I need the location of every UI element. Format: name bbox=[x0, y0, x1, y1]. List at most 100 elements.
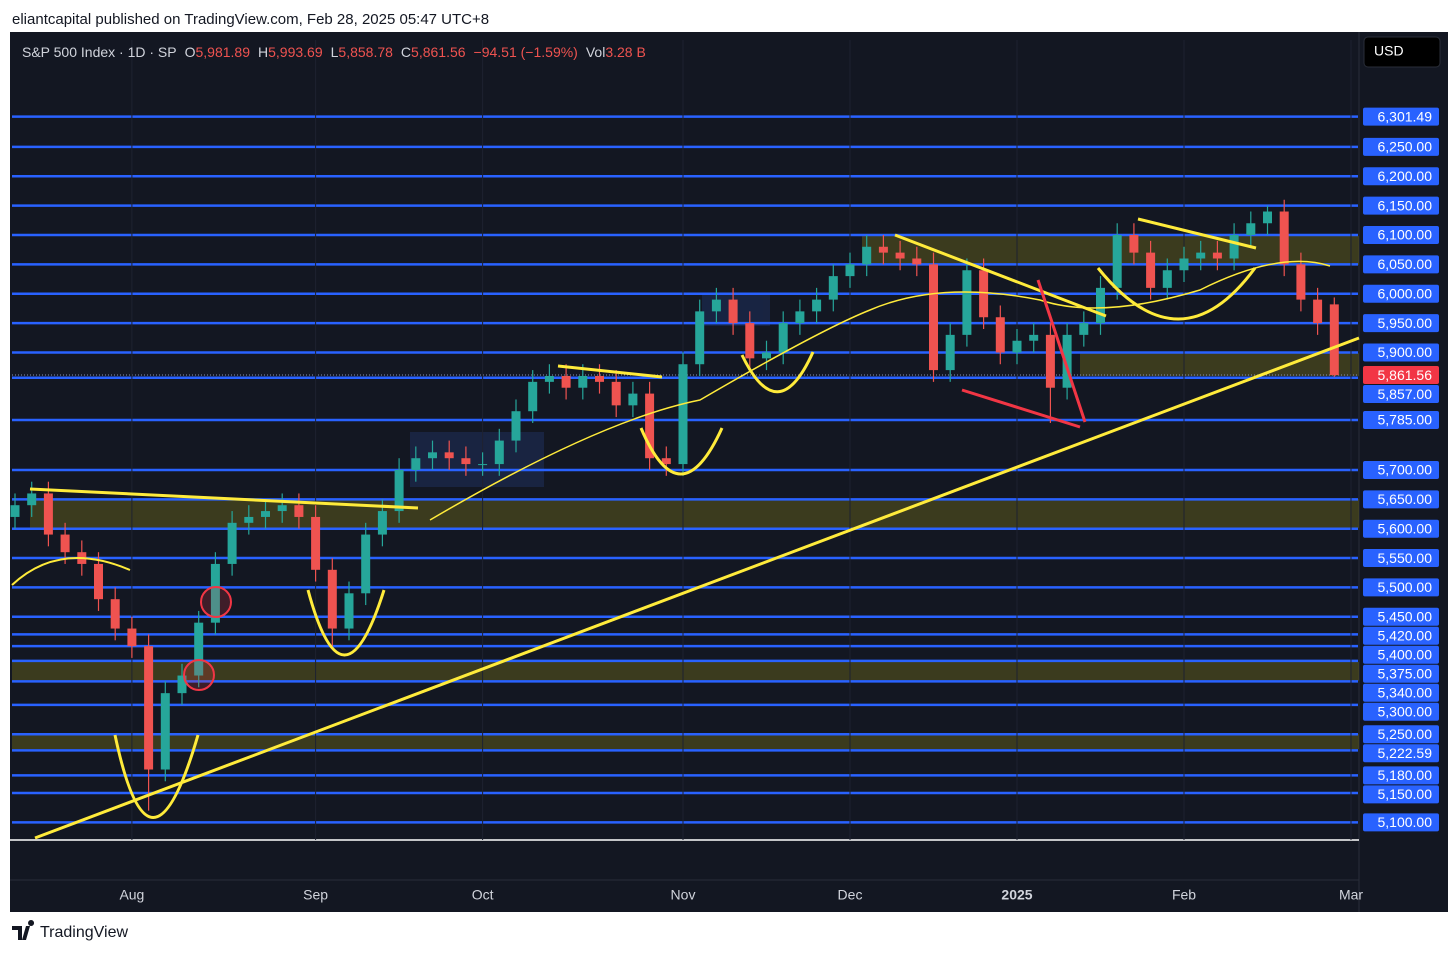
price-label: 5,150.00 bbox=[1378, 786, 1433, 802]
price-label: 6,200.00 bbox=[1378, 168, 1433, 184]
price-label-box bbox=[1363, 343, 1439, 362]
price-label-box bbox=[1363, 366, 1439, 385]
arc bbox=[113, 734, 200, 819]
price-label: 5,420.00 bbox=[1378, 628, 1433, 644]
candle-body bbox=[478, 464, 488, 466]
zone bbox=[12, 734, 1359, 749]
candle-body bbox=[127, 628, 137, 647]
candle-body bbox=[895, 252, 905, 259]
candle-body bbox=[227, 522, 237, 564]
price-label-box bbox=[1363, 255, 1439, 274]
candle-body bbox=[795, 311, 805, 324]
price-label-box bbox=[1363, 314, 1439, 333]
candle-body bbox=[1045, 334, 1055, 388]
candle-body bbox=[728, 299, 738, 324]
price-label-box bbox=[1363, 196, 1439, 215]
candle-body bbox=[60, 534, 70, 553]
moving-average bbox=[11, 557, 131, 586]
brand-name: TradingView bbox=[40, 924, 128, 941]
candle-body bbox=[1162, 270, 1172, 288]
price-label-box bbox=[1363, 411, 1439, 430]
arc bbox=[740, 351, 815, 394]
x-tick-label: Aug bbox=[119, 887, 144, 903]
candle-body bbox=[979, 270, 989, 318]
price-label: 5,550.00 bbox=[1378, 550, 1433, 566]
marker-circle bbox=[200, 586, 232, 618]
price-label-box bbox=[1363, 725, 1439, 744]
candle-body bbox=[1296, 264, 1306, 300]
x-tick-label: Sep bbox=[303, 887, 328, 903]
price-label: 5,375.00 bbox=[1378, 666, 1433, 682]
candle-body bbox=[912, 258, 922, 265]
price-label-box bbox=[1363, 549, 1439, 568]
candle-body bbox=[962, 270, 972, 335]
price-label-box bbox=[1363, 813, 1439, 832]
price-label-box bbox=[1363, 607, 1439, 626]
candle-body bbox=[628, 393, 638, 406]
price-label-box bbox=[1363, 107, 1439, 126]
candle-body bbox=[210, 563, 220, 623]
price-label: 5,222.59 bbox=[1378, 745, 1433, 761]
levels bbox=[12, 40, 1358, 840]
moving-average bbox=[429, 260, 1331, 521]
candle-body bbox=[544, 375, 554, 382]
price-label: 5,400.00 bbox=[1378, 647, 1433, 663]
price-label: 5,700.00 bbox=[1378, 462, 1433, 478]
price-label-box bbox=[1363, 785, 1439, 804]
legend-text: S&P 500 Index · 1D · SP bbox=[22, 44, 177, 60]
candle-body bbox=[778, 323, 788, 353]
arc bbox=[1096, 267, 1257, 321]
price-label: 5,950.00 bbox=[1378, 315, 1433, 331]
price-label: 6,250.00 bbox=[1378, 139, 1433, 155]
candle-body bbox=[1096, 287, 1105, 324]
price-label: 5,857.00 bbox=[1378, 386, 1433, 402]
price-label: 5,100.00 bbox=[1378, 814, 1433, 830]
price-label-box bbox=[1363, 460, 1439, 479]
candle-body bbox=[845, 264, 855, 277]
legend: S&P 500 Index · 1D · SP O5,981.89 H5,993.6… bbox=[22, 44, 646, 60]
candle-body bbox=[711, 299, 721, 312]
price-label: 5,650.00 bbox=[1378, 491, 1433, 507]
candle-body bbox=[10, 505, 20, 517]
trend-line bbox=[29, 487, 419, 510]
candle-body bbox=[94, 563, 103, 600]
x-tick-label: Dec bbox=[838, 887, 863, 903]
candle-body bbox=[661, 458, 671, 465]
annotations bbox=[11, 217, 1360, 840]
candle-body bbox=[361, 534, 371, 594]
candle-body bbox=[1062, 334, 1072, 388]
candle-body bbox=[695, 311, 705, 365]
zone bbox=[1080, 353, 1359, 376]
candle-body bbox=[945, 334, 955, 371]
candle-body bbox=[177, 675, 187, 694]
brand-logo bbox=[12, 920, 35, 940]
trend-line bbox=[1137, 217, 1257, 250]
candle-body bbox=[43, 493, 53, 535]
candle-body bbox=[294, 505, 304, 517]
candle-body bbox=[1029, 334, 1039, 341]
zone bbox=[30, 499, 1359, 528]
x-tick-label: Mar bbox=[1339, 887, 1363, 903]
currency-button[interactable] bbox=[1363, 36, 1441, 68]
arc bbox=[306, 589, 386, 657]
candle-body bbox=[1329, 304, 1339, 376]
candle-body bbox=[528, 381, 538, 412]
candle-body bbox=[344, 593, 354, 629]
price-label-box bbox=[1363, 766, 1439, 785]
time-axis: Aug Sep Oct Nov Dec 2025 Feb Mar bbox=[119, 887, 1363, 903]
candle-body bbox=[411, 458, 421, 470]
candle-body bbox=[194, 622, 204, 676]
price-label: 6,000.00 bbox=[1378, 285, 1433, 301]
candle-body bbox=[394, 469, 404, 512]
price-label: 6,050.00 bbox=[1378, 256, 1433, 272]
candle-body bbox=[277, 505, 287, 512]
legend-text: O bbox=[185, 44, 196, 60]
price-label: 6,100.00 bbox=[1378, 227, 1433, 243]
trend-line bbox=[894, 233, 1107, 318]
candle-body bbox=[511, 411, 521, 441]
candles bbox=[10, 199, 1339, 811]
price-label-box bbox=[1363, 578, 1439, 597]
legend-text: C bbox=[401, 44, 411, 60]
currency-label[interactable]: USD bbox=[1374, 43, 1404, 59]
